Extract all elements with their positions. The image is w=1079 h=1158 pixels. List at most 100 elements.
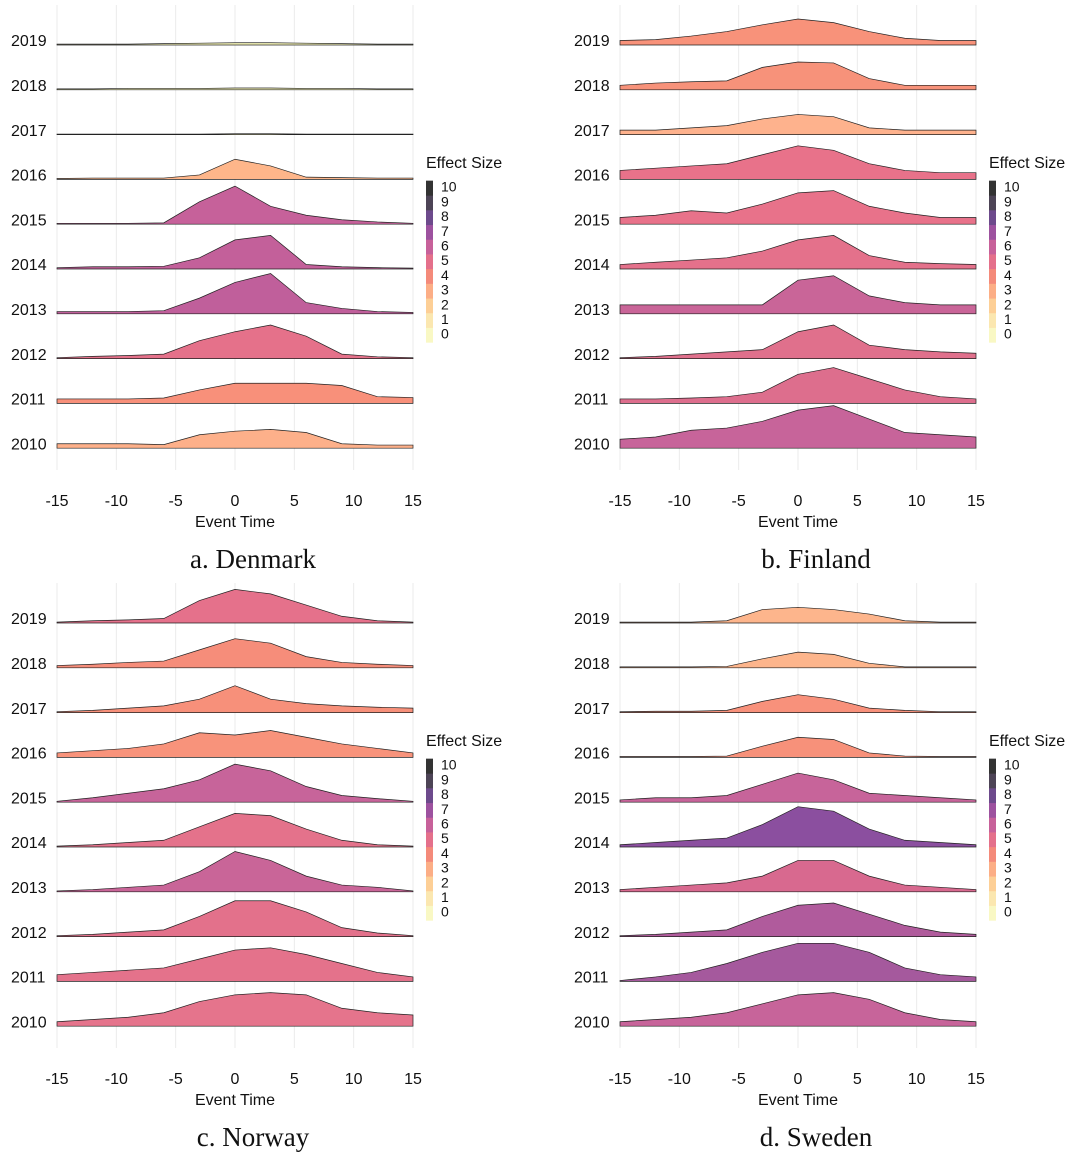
colorbar-segment [426, 268, 433, 284]
y-tick-label: 2015 [11, 790, 47, 807]
y-tick-label: 2017 [574, 701, 610, 718]
colorbar-tick-label: 4 [1004, 267, 1012, 283]
colorbar-tick-label: 10 [1004, 179, 1020, 195]
colorbar-segment [989, 788, 996, 804]
ridge [56, 87, 414, 91]
ridge [56, 638, 414, 669]
x-tick-label: -15 [608, 1071, 631, 1088]
colorbar-tick-label: 1 [441, 889, 449, 905]
colorbar-segment [426, 195, 433, 211]
colorbar-segment [426, 283, 433, 299]
y-tick-label: 2018 [574, 656, 610, 673]
colorbar-tick-label: 4 [441, 267, 449, 283]
ridge [56, 947, 414, 982]
colorbar-segment [426, 861, 433, 877]
colorbar-segment [989, 817, 996, 833]
ridge [56, 730, 414, 758]
x-tick-label: 10 [345, 493, 363, 510]
y-tick-label: 2013 [11, 302, 47, 319]
ridge [56, 589, 414, 624]
colorbar-tick-label: 2 [1004, 296, 1012, 312]
x-tick-label: -5 [732, 493, 746, 510]
y-tick-label: 2012 [574, 347, 610, 364]
x-tick-label: 15 [404, 493, 422, 510]
ridge [56, 158, 414, 180]
colorbar-segment [989, 832, 996, 848]
colorbar-segment [426, 890, 433, 906]
y-tick-label: 2013 [574, 880, 610, 897]
colorbar-segment [426, 180, 433, 196]
y-tick-label: 2018 [11, 78, 47, 95]
colorbar-tick-label: 5 [1004, 830, 1012, 846]
x-tick-label: 15 [967, 493, 985, 510]
legend-title: Effect Size [989, 155, 1065, 172]
colorbar-tick-label: 0 [441, 326, 449, 342]
ridge [56, 429, 414, 449]
colorbar-tick-label: 3 [441, 282, 449, 298]
colorbar-segment [989, 758, 996, 774]
x-tick-label: 0 [231, 1071, 240, 1088]
colorbar-segment [426, 832, 433, 848]
y-tick-label: 2012 [11, 347, 47, 364]
x-tick-label: 5 [290, 1071, 299, 1088]
ridge [56, 273, 414, 315]
ridge [56, 235, 414, 270]
x-axis-label: Event Time [195, 1092, 275, 1109]
x-tick-label: -10 [668, 1071, 691, 1088]
colorbar-segment [989, 195, 996, 211]
ridge [619, 772, 977, 803]
y-tick-label: 2012 [574, 925, 610, 942]
colorbar-segment [989, 312, 996, 328]
colorbar-tick-label: 4 [1004, 845, 1012, 861]
x-tick-label: 0 [231, 493, 240, 510]
legend-title: Effect Size [426, 733, 502, 750]
y-tick-label: 2017 [11, 701, 47, 718]
colorbar-segment [989, 224, 996, 240]
ridge [619, 18, 977, 46]
ridge [619, 61, 977, 91]
ridge [619, 405, 977, 449]
x-tick-label: -5 [732, 1071, 746, 1088]
y-tick-label: 2015 [574, 212, 610, 229]
colorbar-segment [426, 758, 433, 774]
x-tick-label: 0 [794, 1071, 803, 1088]
y-tick-label: 2017 [11, 123, 47, 140]
y-tick-label: 2019 [574, 33, 610, 50]
ridge [619, 275, 977, 315]
colorbar-segment [989, 327, 996, 343]
caption: a. Denmark [190, 544, 316, 574]
x-tick-label: 5 [853, 1071, 862, 1088]
colorbar-segment [426, 905, 433, 921]
colorbar-tick-label: 1 [1004, 311, 1012, 327]
x-tick-label: -15 [608, 493, 631, 510]
y-tick-label: 2012 [11, 925, 47, 942]
colorbar-segment [426, 788, 433, 804]
ridge [56, 763, 414, 803]
colorbar-tick-label: 7 [1004, 801, 1012, 817]
colorbar-segment [426, 298, 433, 314]
ridge [56, 851, 414, 893]
colorbar-segment [989, 268, 996, 284]
colorbar-tick-label: 3 [1004, 282, 1012, 298]
caption: b. Finland [761, 544, 871, 574]
ridge [619, 694, 977, 713]
colorbar-segment [989, 905, 996, 921]
colorbar-tick-label: 1 [1004, 889, 1012, 905]
ridge [56, 42, 414, 46]
ridge [619, 235, 977, 270]
y-tick-label: 2014 [574, 257, 610, 274]
colorbar-tick-label: 1 [441, 311, 449, 327]
ridge [56, 685, 414, 713]
colorbar-tick-label: 0 [1004, 904, 1012, 920]
x-tick-label: 5 [853, 493, 862, 510]
colorbar-tick-label: 8 [1004, 208, 1012, 224]
colorbar-tick-label: 6 [1004, 816, 1012, 832]
colorbar-tick-label: 2 [1004, 874, 1012, 890]
colorbar-segment [426, 846, 433, 862]
x-tick-label: 0 [794, 493, 803, 510]
colorbar-tick-label: 5 [441, 252, 449, 268]
colorbar-segment [989, 876, 996, 892]
ridge [56, 185, 414, 225]
x-axis-label: Event Time [758, 514, 838, 531]
x-tick-label: 15 [404, 1071, 422, 1088]
